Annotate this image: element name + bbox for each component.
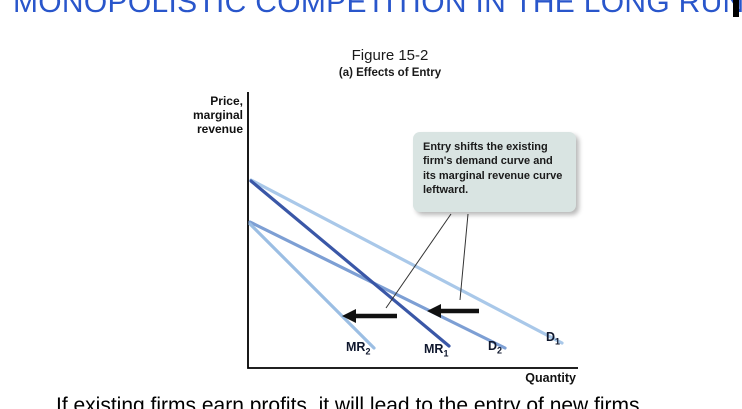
shift-arrow-mr-head (342, 309, 356, 323)
mr1-curve (249, 179, 451, 348)
mr2-label-text: MR (346, 340, 366, 354)
y-axis-label-line3: revenue (196, 122, 243, 137)
callout-pointer-line-1 (385, 213, 452, 309)
mr2-curve (248, 222, 376, 350)
y-axis-label-line2: marginal (192, 108, 243, 123)
d1-label-text: D (546, 330, 556, 344)
d1-label-sub: 1 (555, 336, 561, 347)
d2-label-sub: 2 (497, 345, 503, 356)
y-axis-label: Price, marginal revenue (168, 94, 243, 136)
mr2-label-sub: 2 (365, 346, 371, 357)
mr1-curve-label: MR1 (424, 342, 448, 359)
figure-subtitle: (a) Effects of Entry (338, 67, 442, 79)
mr1-label-text: MR (424, 342, 444, 356)
slide-heading: MONOPOLISTIC COMPETITION IN THE LONG RUN (13, 0, 742, 19)
d1-curve (249, 178, 564, 345)
d1-curve-label: D1 (546, 330, 560, 347)
entry-callout-box: Entry shifts the existing firm's demand … (413, 132, 576, 212)
d2-curve-label: D2 (488, 339, 502, 356)
mr2-curve-label: MR2 (346, 340, 370, 357)
x-axis-label: Quantity (525, 371, 576, 385)
corner-mark (733, 0, 739, 17)
d2-label-text: D (488, 339, 498, 353)
y-axis-label-line1: Price, (210, 94, 243, 108)
mr1-label-sub: 1 (443, 348, 449, 359)
callout-pointer-line-2 (459, 213, 469, 301)
caption-text: If existing firms earn profits, it will … (56, 394, 646, 409)
figure-title: Figure 15-2 (351, 47, 429, 64)
shift-arrow-d-head (427, 304, 441, 318)
axes (247, 92, 578, 369)
